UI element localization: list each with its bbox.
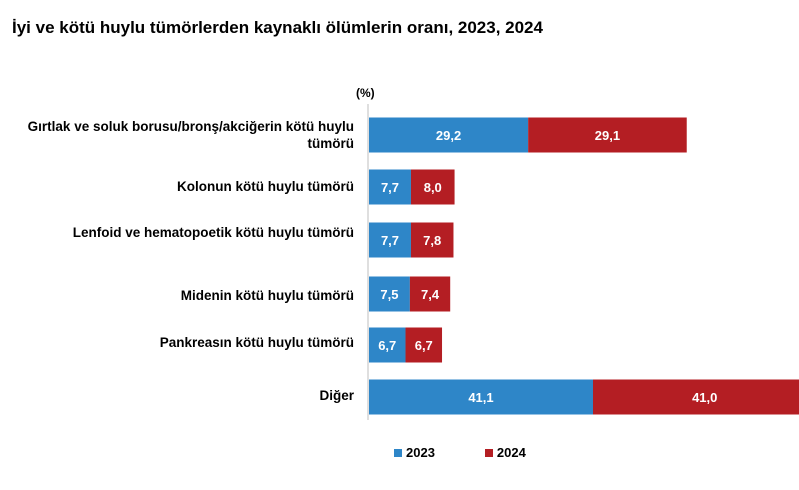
bar-2023-3	[369, 276, 410, 312]
chart-title: İyi ve kötü huylu tümörlerden kaynaklı ö…	[12, 18, 543, 37]
data-label-2024-1: 8,0	[424, 180, 442, 195]
data-label-2023-4: 6,7	[378, 338, 396, 353]
bar-2024-5	[592, 379, 799, 415]
data-label-2024-5: 41,0	[692, 390, 717, 405]
legend: 2023 2024	[394, 445, 526, 460]
bar-2024-2	[410, 222, 454, 258]
bar-2024-0	[528, 117, 687, 153]
unit-label: (%)	[356, 86, 375, 100]
legend-label-2024: 2024	[496, 445, 526, 460]
bar-2023-1	[369, 169, 411, 205]
bar-2024-3	[409, 276, 451, 312]
data-label-2024-2: 7,8	[423, 233, 441, 248]
category-label-5: Diğer	[319, 388, 354, 403]
bar-2024-1	[410, 169, 455, 205]
bar-2023-0	[369, 117, 529, 153]
legend-swatch-2023	[394, 448, 402, 457]
bar-2023-5	[369, 379, 593, 415]
legend-swatch-2024	[484, 448, 493, 457]
data-label-2024-4: 6,7	[415, 338, 433, 353]
data-label-2023-3: 7,5	[380, 287, 398, 302]
data-label-2023-0: 29,2	[436, 128, 461, 143]
legend-label-2023: 2023	[406, 445, 435, 460]
data-label-2023-2: 7,7	[381, 233, 399, 248]
category-label-4: Pankreasın kötü huylu tümörü	[159, 335, 354, 350]
bar-2023-4	[369, 327, 406, 363]
legend-item-2024: 2024	[484, 445, 526, 460]
bar-2024-4	[405, 327, 443, 363]
category-label-1: Kolonun kötü huylu tümörü	[177, 179, 354, 194]
data-label-2024-0: 29,1	[595, 128, 620, 143]
category-label-3: Midenin kötü huylu tümörü	[180, 288, 354, 303]
category-label-2: Lenfoid ve hematopoetik kötü huylu tümör…	[72, 225, 354, 240]
category-label-0: Gırtlak ve soluk borusu/bronş/akciğerin …	[27, 119, 354, 151]
data-label-2023-1: 7,7	[381, 180, 399, 195]
legend-item-2023: 2023	[394, 445, 435, 460]
bar-2023-2	[369, 222, 411, 258]
data-label-2024-3: 7,4	[421, 287, 440, 302]
data-label-2023-5: 41,1	[468, 390, 493, 405]
